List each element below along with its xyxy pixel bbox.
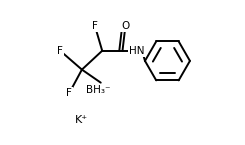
Text: BH₃⁻: BH₃⁻ (86, 85, 110, 95)
Text: HN: HN (129, 46, 145, 56)
Text: F: F (66, 88, 72, 98)
Text: K⁺: K⁺ (75, 115, 88, 125)
Text: F: F (57, 46, 63, 56)
Text: F: F (92, 21, 98, 31)
Text: O: O (121, 21, 130, 31)
